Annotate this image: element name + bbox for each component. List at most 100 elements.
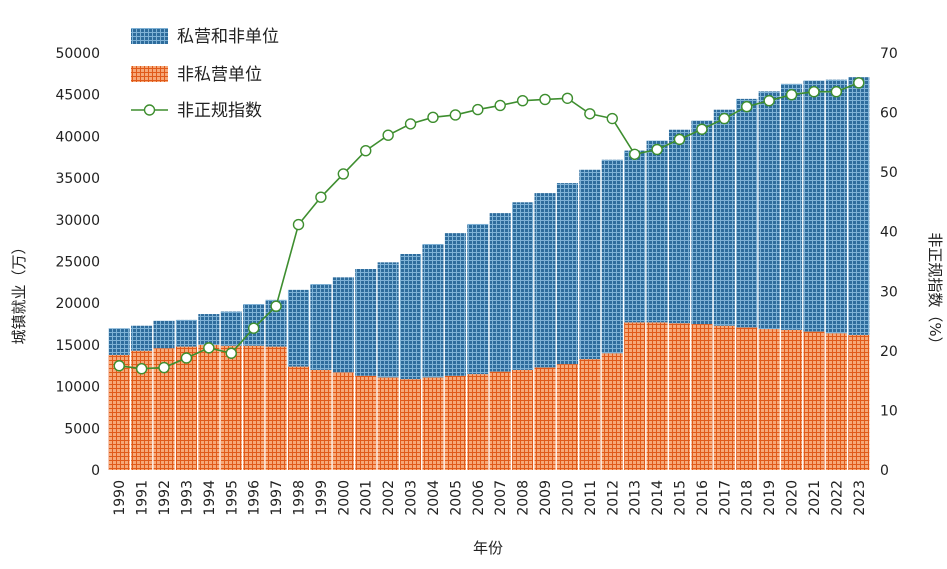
informal-index-point-2001 [360,144,372,157]
bar-private-2009 [534,193,556,368]
informal-index-point-2003 [404,118,417,130]
x-tick-label: 1994 [202,480,218,516]
x-tick-label: 2013 [628,480,644,516]
bar-non-private-2009 [534,367,556,470]
bar-private-2011 [579,169,601,360]
legend-label-private: 私营和非单位 [177,27,279,47]
informal-index-point-1993 [180,352,193,364]
bar-private-2008 [512,202,534,370]
informal-index-point-1991 [135,363,148,375]
informal-index-point-2008 [516,94,529,107]
informal-index-point-2017 [718,112,731,125]
y-tick-label: 30000 [55,213,100,229]
x-tick-label: 2012 [605,480,621,516]
bar-non-private-1992 [153,348,175,470]
y-axis-title: 城镇就业（万） [10,239,28,344]
y-tick-label: 5000 [64,421,100,437]
y-tick-label: 15000 [55,338,100,354]
y-tick-label: 0 [91,463,100,479]
bar-non-private-1991 [131,350,153,470]
bar-private-2022 [825,79,847,334]
x-tick-label: 2003 [404,480,420,516]
bar-non-private-2022 [825,333,847,470]
y2-tick-label: 0 [880,463,889,479]
x-axis-title: 年份 [473,539,503,557]
x-tick-label: 2022 [829,480,845,516]
bar-private-1998 [287,289,310,367]
x-tick-label: 2007 [493,480,509,516]
bars-layer [108,77,870,470]
bar-private-2013 [624,150,646,323]
bar-non-private-1997 [265,346,287,470]
x-tick-label: 2014 [650,480,666,516]
x-tick-label: 1992 [157,480,173,516]
y-tick-label: 10000 [55,380,100,396]
bar-private-1990 [108,328,130,355]
bar-non-private-2003 [400,379,422,470]
x-tick-label: 2004 [426,480,442,516]
informal-index-point-2004 [427,111,439,124]
informal-index-point-2002 [382,129,394,141]
x-tick-label: 1997 [269,480,285,516]
bar-non-private-1996 [243,345,265,470]
bar-non-private-2004 [422,377,444,470]
y2-axis-title: 非正规指数（%） [926,232,944,351]
x-tick-label: 2019 [762,480,778,516]
bar-private-2019 [758,91,780,330]
bar-private-2014 [646,140,668,323]
bar-private-2004 [422,243,444,378]
y2-tick-label: 40 [880,225,898,241]
bar-private-2020 [781,83,803,330]
y-tick-label: 50000 [55,46,100,62]
line-layer [113,77,865,375]
bar-non-private-2007 [489,371,511,470]
informal-index-point-2012 [606,112,618,125]
bar-non-private-2005 [444,375,466,470]
x-tick-label: 2011 [583,480,599,516]
bar-private-2018 [736,98,758,328]
bar-private-2021 [803,80,825,332]
x-tick-label: 2009 [538,480,554,516]
x-tick-label: 1996 [247,480,263,516]
informal-index-point-1992 [158,361,170,374]
bar-non-private-2012 [601,353,623,470]
informal-index-point-2007 [494,99,506,112]
bar-private-1994 [198,314,220,345]
bar-private-2015 [668,129,691,324]
bar-non-private-1999 [310,369,332,470]
bar-non-private-2006 [467,374,489,470]
informal-index-point-2021 [808,86,820,98]
bar-private-2012 [601,159,623,354]
x-tick-label: 2002 [381,480,397,516]
x-tick-label: 2018 [740,480,756,516]
informal-index-point-2014 [651,143,663,156]
informal-index-point-1999 [315,191,327,203]
bar-private-1995 [220,311,242,346]
bar-non-private-2020 [781,329,803,470]
bar-private-2007 [489,213,511,372]
y2-tick-label: 60 [880,106,898,122]
legend-swatch-private [131,28,168,44]
x-tick-label: 2005 [448,480,464,516]
y2-tick-label: 50 [880,165,898,181]
informal-index-point-2010 [561,92,574,104]
bar-private-2005 [444,233,466,376]
bar-non-private-1990 [108,354,130,470]
y-tick-label: 45000 [55,88,100,104]
bar-private-2017 [713,109,735,326]
bar-private-2001 [355,269,377,376]
x-tick-label: 2001 [359,480,375,516]
informal-index-point-2022 [830,86,843,98]
y-tick-label: 35000 [55,171,100,187]
y-tick-label: 25000 [55,255,100,271]
bar-private-1991 [131,325,153,351]
bar-non-private-1998 [287,366,310,470]
informal-index-point-2019 [763,94,775,107]
informal-index-point-2000 [337,168,350,180]
y-tick-label: 40000 [55,129,100,145]
bar-non-private-2015 [668,323,691,470]
x-tick-label: 1993 [179,480,195,516]
y2-tick-label: 30 [880,284,898,300]
y2-tick-label: 20 [880,344,898,360]
